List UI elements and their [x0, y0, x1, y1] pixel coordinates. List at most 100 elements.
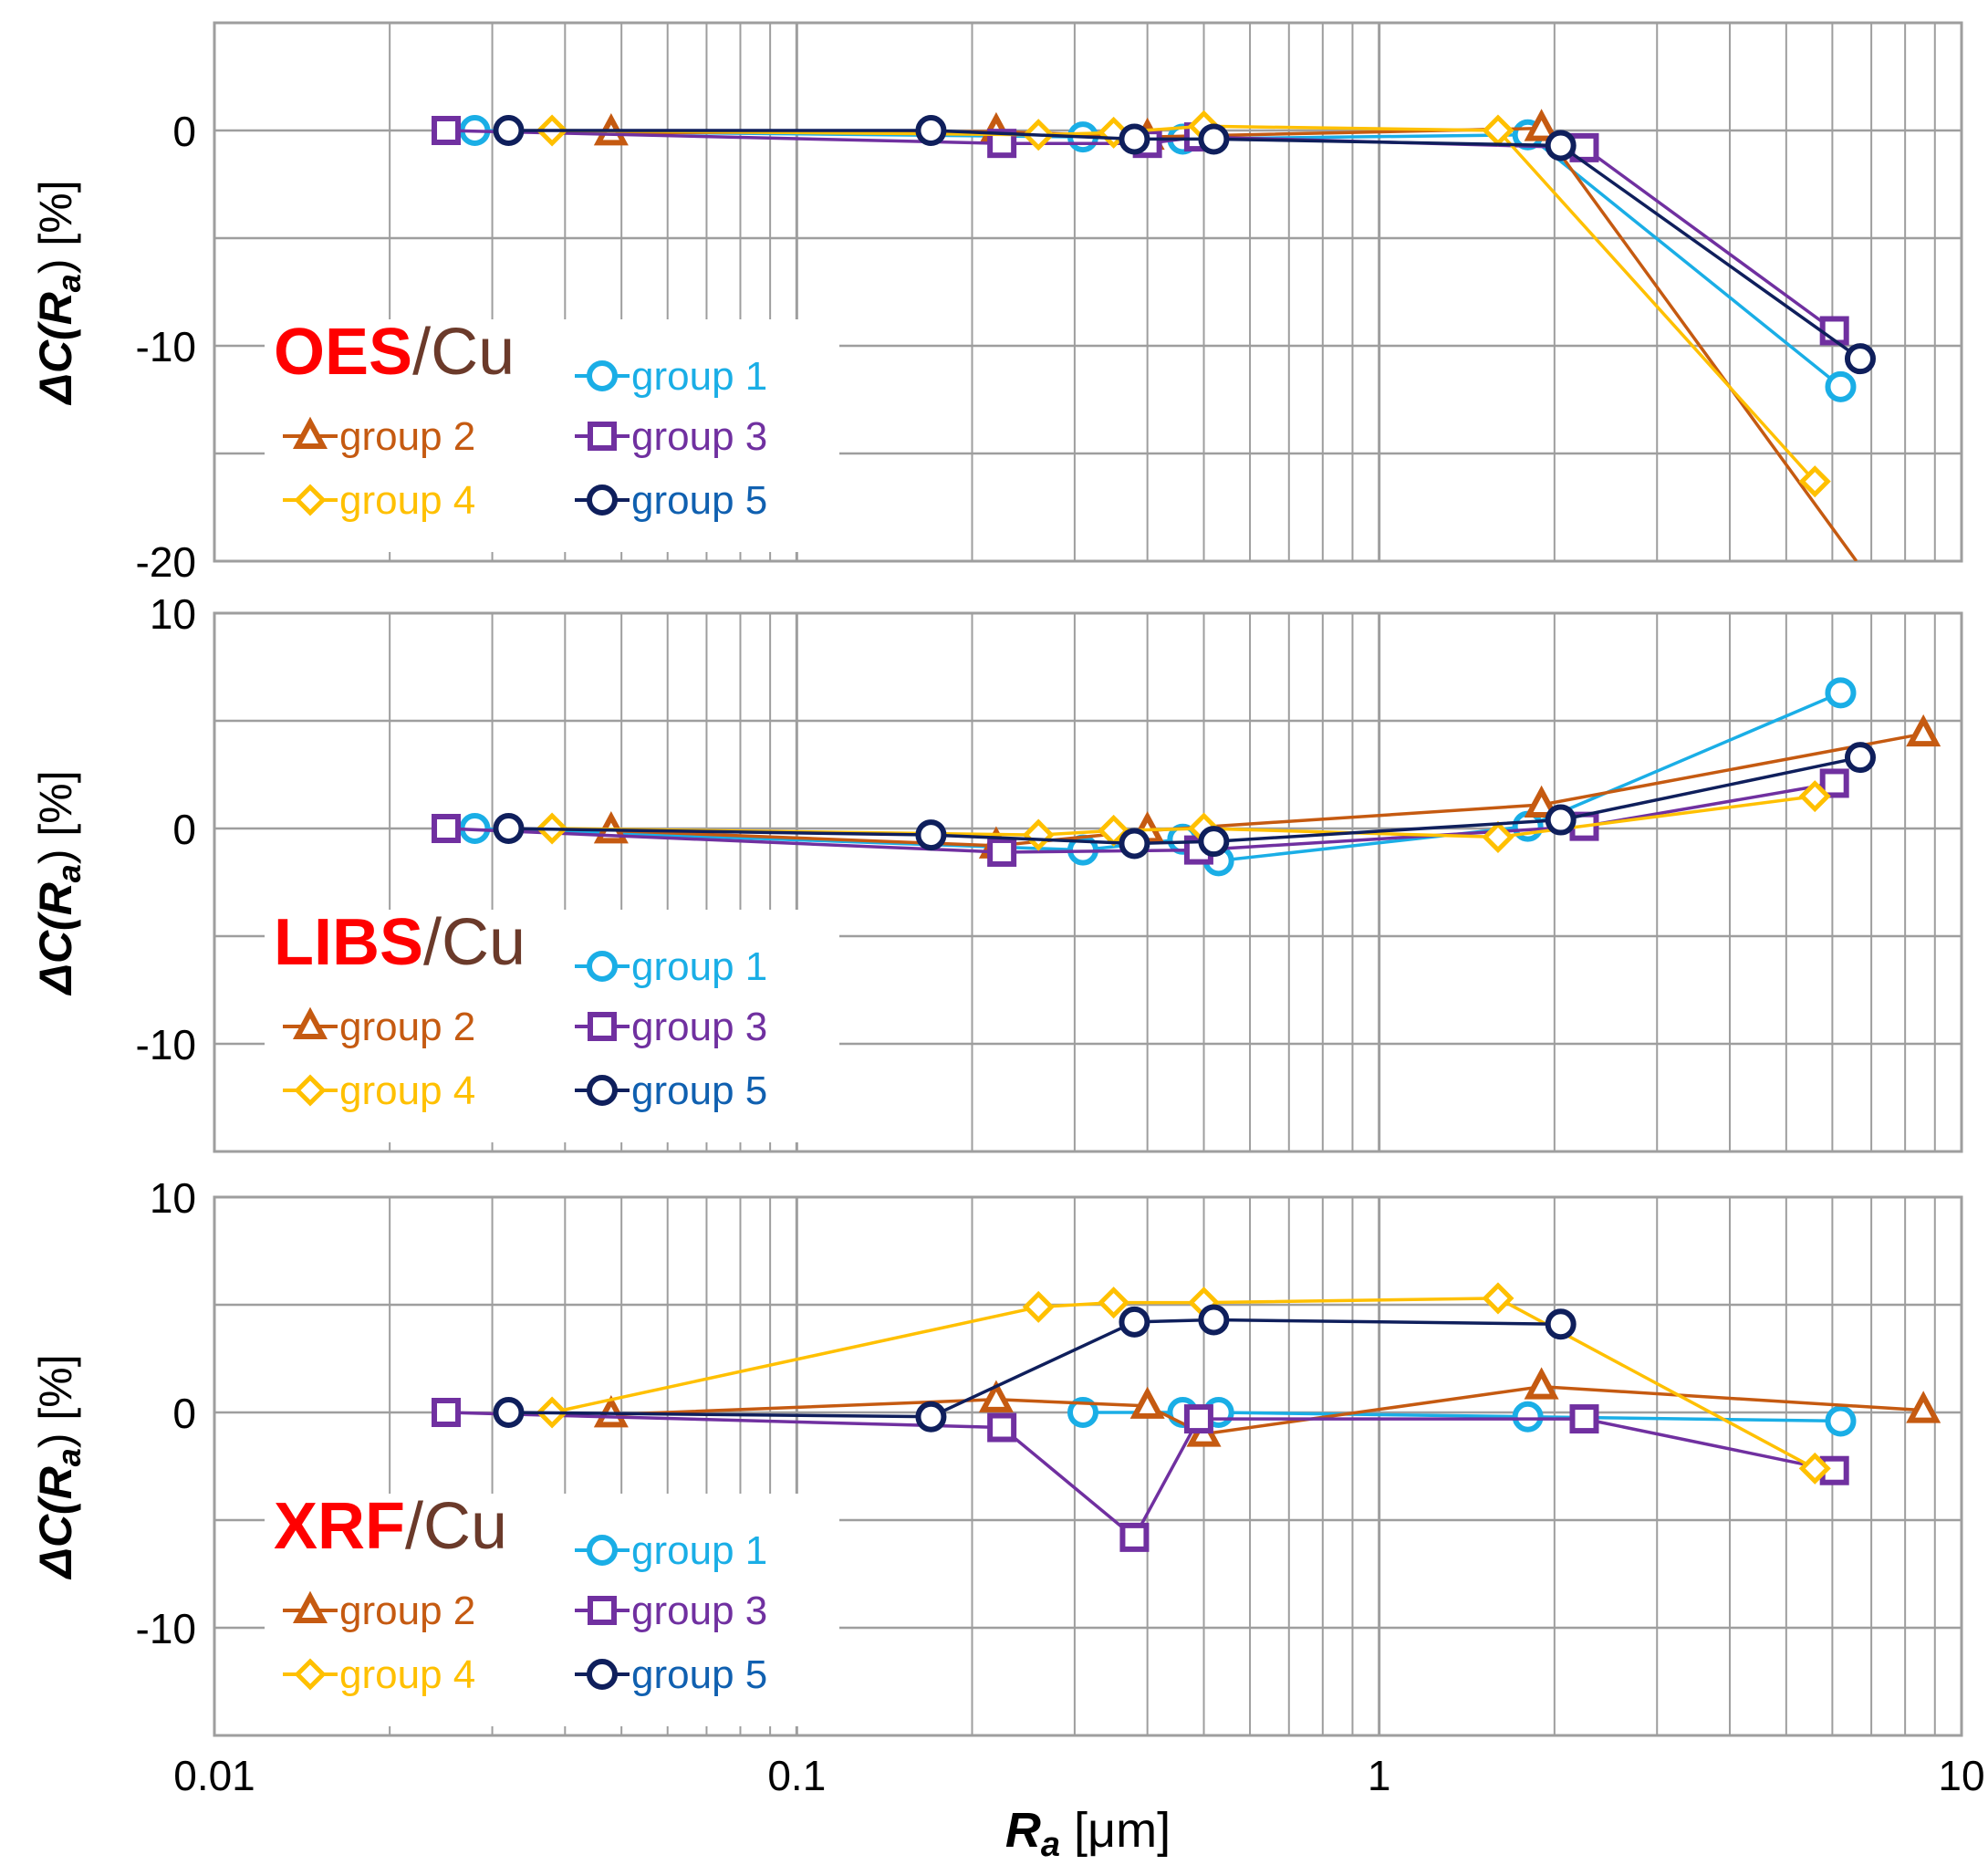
series-line — [508, 755, 1861, 846]
data-point — [1119, 1522, 1150, 1552]
data-point — [1825, 677, 1857, 709]
data-point — [1798, 780, 1831, 813]
series-group-2 — [593, 1367, 1941, 1447]
legend-marker — [588, 1596, 617, 1625]
series-group-5 — [493, 1304, 1577, 1433]
data-point — [1067, 1397, 1098, 1428]
legend-label: group 2 — [339, 1005, 475, 1049]
data-point — [1198, 123, 1230, 155]
series-group-4 — [536, 109, 1831, 498]
data-point — [1098, 1287, 1130, 1319]
legend-background — [265, 319, 839, 552]
plot-frame — [213, 1195, 1963, 1737]
data-point — [1906, 714, 1941, 747]
series-group-5 — [493, 115, 1876, 375]
legend-label: group 5 — [631, 1652, 767, 1697]
series-group-4 — [536, 780, 1831, 853]
data-point — [915, 819, 947, 851]
data-point — [432, 1398, 462, 1427]
method-label: XRF — [274, 1490, 405, 1563]
data-point — [1524, 1367, 1559, 1400]
data-point — [1798, 1452, 1831, 1485]
legend-label: group 5 — [631, 1068, 767, 1113]
legend-entry-group-5: group 5 — [575, 478, 767, 523]
data-point — [987, 837, 1017, 867]
legend-entry-group-3: group 3 — [575, 1589, 767, 1633]
x-tick-label: 0.1 — [767, 1752, 826, 1799]
legend-label: group 3 — [631, 1589, 767, 1633]
series-line — [445, 1411, 1836, 1539]
series-group-5 — [493, 742, 1876, 860]
data-point — [987, 1412, 1017, 1443]
legend-marker — [588, 422, 617, 451]
series-layer — [432, 1282, 1941, 1552]
data-point — [1906, 1391, 1941, 1423]
series-line — [610, 1384, 1924, 1436]
data-point — [1183, 1404, 1213, 1434]
legend-entry-group-4: group 4 — [283, 1068, 475, 1113]
data-point — [1545, 130, 1577, 161]
data-point — [432, 116, 462, 145]
panel-xrf: 10 0 -10 ΔC(Ra) [%] XRF/Cu group 1 group 2 grou… — [30, 1174, 1963, 1737]
legend-marker — [587, 1075, 618, 1106]
x-tick-label: 10 — [1938, 1752, 1984, 1799]
series-group-3 — [432, 1398, 1849, 1552]
data-point — [432, 814, 462, 843]
data-point — [1198, 1304, 1230, 1336]
data-point — [1119, 1306, 1150, 1338]
data-point — [493, 1397, 525, 1428]
y-axis-label: ΔC(Ra) [%] — [30, 1354, 88, 1579]
legend-entry-group-1: group 1 — [575, 354, 767, 399]
legend-marker — [292, 1590, 328, 1623]
series-group-1 — [459, 677, 1857, 877]
series-layer — [432, 109, 1876, 561]
plot-frame — [213, 21, 1963, 563]
data-point — [915, 115, 947, 146]
legend-label: group 3 — [631, 1005, 767, 1049]
series-layer — [432, 677, 1941, 877]
legend-entry-group-4: group 4 — [283, 478, 475, 523]
legend-label: group 2 — [339, 414, 475, 459]
legend-label: group 1 — [631, 1528, 767, 1573]
data-point — [1569, 1404, 1599, 1434]
panel-oes: 0 -10 -20 ΔC(Ra) [%] OES/Cu group 1 group 2 gro… — [30, 21, 1963, 586]
legend-label: group 4 — [339, 1068, 475, 1113]
legend-label: group 2 — [339, 1589, 475, 1633]
data-point — [1482, 1282, 1514, 1315]
series-line — [508, 129, 1862, 360]
y-tick-label: 10 — [150, 590, 196, 638]
data-point — [1545, 804, 1577, 836]
legend: OES/Cu group 1 group 2 group 3 group 4 group … — [265, 316, 839, 552]
legend-label: group 3 — [631, 414, 767, 459]
series-group-2 — [593, 714, 1941, 859]
data-point — [1129, 1386, 1165, 1419]
y-tick-label: -20 — [136, 538, 196, 586]
x-axis-label: Ra [μm] — [1005, 1803, 1171, 1864]
data-point — [1524, 785, 1559, 818]
material-label: /Cu — [405, 1490, 507, 1563]
x-tick-label: 1 — [1368, 1752, 1391, 1799]
legend-marker — [294, 484, 327, 516]
y-tick-label: -10 — [136, 1021, 196, 1068]
data-point — [493, 115, 525, 146]
legend-background — [265, 910, 839, 1142]
data-point — [978, 1380, 1014, 1412]
legend-entry-group-5: group 5 — [575, 1068, 767, 1113]
legend-entry-group-2: group 2 — [283, 1005, 475, 1049]
data-point — [1198, 826, 1230, 858]
legend-marker — [588, 1012, 617, 1041]
legend-entry-group-2: group 2 — [283, 414, 475, 459]
legend-marker — [292, 1006, 328, 1039]
legend-label: group 1 — [631, 944, 767, 989]
panel-title: LIBS/Cu — [274, 906, 526, 979]
x-tick-label: 0.01 — [173, 1752, 255, 1799]
data-point — [1844, 343, 1876, 375]
data-point — [1119, 828, 1150, 860]
panel-title: XRF/Cu — [274, 1490, 507, 1563]
y-tick-label: 0 — [172, 1390, 196, 1437]
data-point — [1022, 1290, 1055, 1323]
legend-label: group 5 — [631, 478, 767, 523]
legend: LIBS/Cu group 1 group 2 group 3 group 4 group… — [265, 906, 839, 1142]
y-tick-label: 10 — [150, 1174, 196, 1222]
series-group-4 — [536, 1282, 1831, 1485]
